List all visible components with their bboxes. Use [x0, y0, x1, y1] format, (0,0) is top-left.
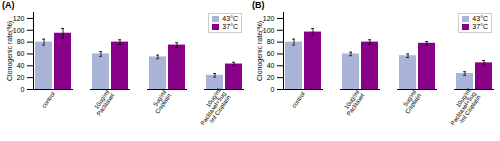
svg-text:10ug/mlPaclitaxel+5ug/ml Cispl: 10ug/mlPaclitaxel+5ug/ml Cisplatin	[445, 87, 482, 129]
svg-text:120: 120	[263, 15, 275, 22]
svg-text:control: control	[41, 91, 56, 109]
svg-text:40: 40	[17, 62, 25, 69]
html-text:(B): (B)	[252, 0, 265, 10]
svg-text:5ug/mlCisplatin: 5ug/mlCisplatin	[149, 89, 172, 115]
svg-text:20: 20	[267, 74, 275, 81]
svg-text:Clonogenic rate(%): Clonogenic rate(%)	[6, 21, 14, 81]
svg-text:80: 80	[17, 38, 25, 45]
svg-text:10ug/mlPaclitaxel+5ug/ml Cispl: 10ug/mlPaclitaxel+5ug/ml Cisplatin	[195, 87, 232, 129]
html-text:37°C: 37°C	[222, 23, 238, 30]
svg-text:120: 120	[13, 15, 25, 22]
svg-text:10ug/mlPaclitaxel: 10ug/mlPaclitaxel	[91, 89, 116, 117]
html-text:37°C: 37°C	[472, 23, 488, 30]
svg-text:40: 40	[267, 62, 275, 69]
svg-text:20: 20	[17, 74, 25, 81]
svg-text:0: 0	[271, 86, 275, 93]
svg-text:60: 60	[267, 50, 275, 57]
svg-text:100: 100	[263, 27, 275, 34]
svg-text:60: 60	[17, 50, 25, 57]
svg-text:80: 80	[267, 38, 275, 45]
svg-text:0: 0	[21, 86, 25, 93]
html-text:(A): (A)	[2, 0, 15, 10]
svg-text:100: 100	[13, 27, 25, 34]
html-text:43°C: 43°C	[222, 15, 238, 22]
svg-text:5ug/mlCisplatin: 5ug/mlCisplatin	[399, 89, 422, 115]
svg-text:control: control	[291, 91, 306, 109]
svg-text:10ug/mlPaclitaxel: 10ug/mlPaclitaxel	[341, 89, 366, 117]
html-text:43°C: 43°C	[472, 15, 488, 22]
svg-text:Clonogenic rate(%): Clonogenic rate(%)	[256, 21, 264, 81]
